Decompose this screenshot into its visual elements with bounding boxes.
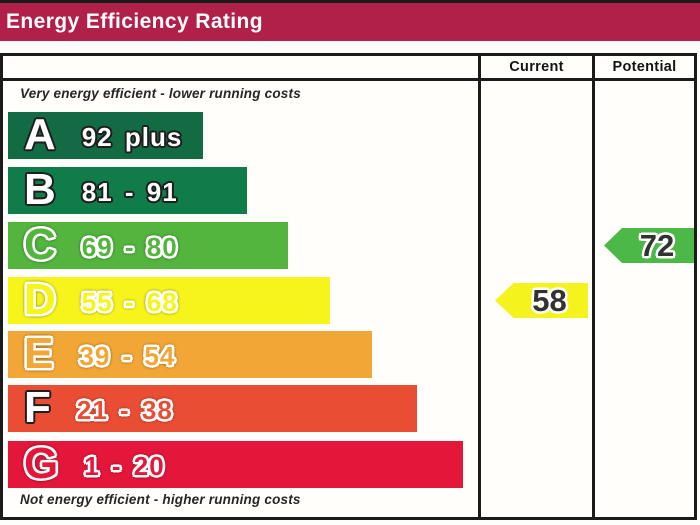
band-letter-b: B — [24, 164, 56, 214]
potential-rating-arrow: 72 — [604, 228, 694, 263]
band-range-b: 81 - 91 — [81, 176, 178, 207]
band-letter-d: D — [24, 274, 56, 324]
band-row-f: F 21 - 38 — [8, 385, 417, 432]
band-letter-e: E — [24, 328, 54, 378]
band-row-e: E 39 - 54 — [8, 331, 372, 378]
band-row-g: G 1 - 20 — [8, 441, 463, 488]
band-row-c: C 69 - 80 — [8, 222, 288, 269]
column-header-current: Current — [509, 59, 564, 75]
band-letter-g: G — [24, 438, 59, 488]
band-letter-c: C — [24, 219, 56, 269]
current-column-divider — [478, 56, 481, 517]
band-range-a: 92 plus — [81, 121, 183, 152]
band-letter-f: F — [24, 382, 51, 432]
current-rating-value: 58 — [532, 283, 567, 318]
table-header-row: Current Potential — [3, 56, 694, 81]
band-range-g: 1 - 20 — [84, 450, 165, 481]
column-header-potential: Potential — [612, 59, 677, 75]
band-row-d: D 55 - 68 — [8, 277, 330, 324]
rating-table: Current Potential Very energy efficient … — [0, 53, 697, 520]
band-letter-a: A — [24, 109, 56, 159]
band-row-a: A 92 plus — [8, 112, 203, 159]
band-range-d: 55 - 68 — [81, 286, 178, 317]
page-title: Energy Efficiency Rating — [6, 10, 263, 33]
potential-column-divider — [592, 56, 595, 517]
band-range-c: 69 - 80 — [81, 231, 178, 262]
bottom-note: Not energy efficient - higher running co… — [20, 492, 301, 507]
band-range-e: 39 - 54 — [79, 340, 176, 371]
band-range-f: 21 - 38 — [76, 394, 173, 425]
current-rating-arrow: 58 — [495, 283, 588, 318]
top-note: Very energy efficient - lower running co… — [20, 86, 301, 101]
title-bar: Energy Efficiency Rating — [0, 0, 700, 41]
potential-rating-value: 72 — [639, 228, 675, 263]
band-row-b: B 81 - 91 — [8, 167, 247, 214]
